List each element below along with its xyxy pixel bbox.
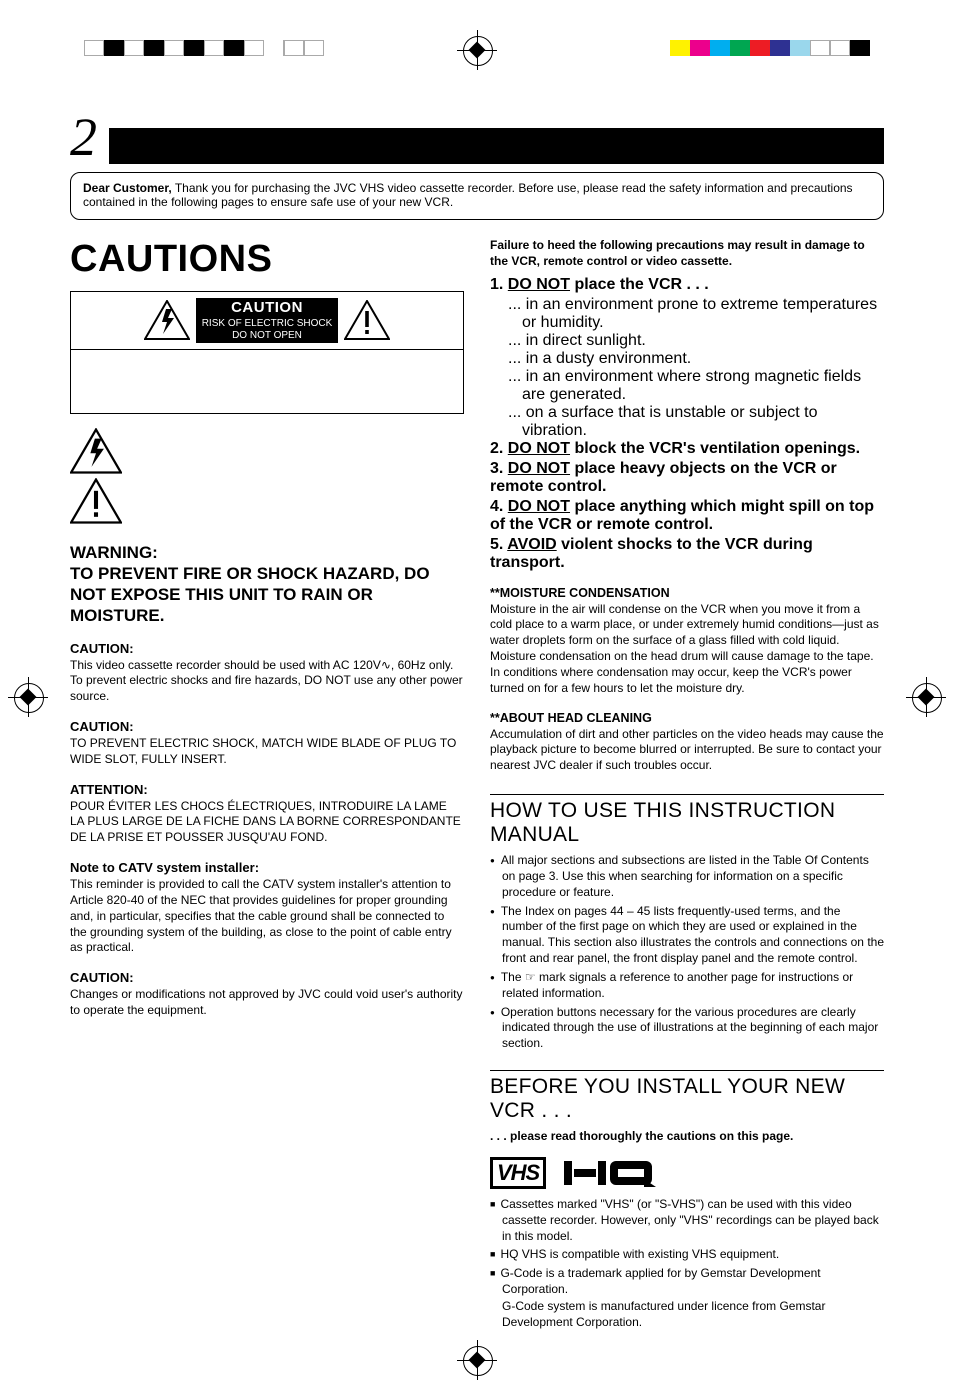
hazard-symbols [70,428,464,524]
precaution-subitem: ... in an environment where strong magne… [508,368,884,404]
precaution-sublist: ... in an environment prone to extreme t… [508,296,884,440]
registration-swatches-right [670,40,870,56]
precaution-item: 5. AVOID violent shocks to the VCR durin… [490,536,884,572]
lightning-triangle-icon [144,300,190,340]
registration-swatches-left [84,40,324,56]
header-bar [109,128,884,164]
caution-line1: RISK OF ELECTRIC SHOCK [202,318,333,329]
warning-heading: WARNING: TO PREVENT FIRE OR SHOCK HAZARD… [70,542,464,627]
before-install-heading: BEFORE YOU INSTALL YOUR NEW VCR . . . [490,1070,884,1123]
format-note: G-Code system is manufactured under lice… [490,1299,884,1331]
exclamation-triangle-icon [70,478,122,524]
caution-black-label: CAUTION RISK OF ELECTRIC SHOCK DO NOT OP… [196,298,339,343]
precaution-item: 4. DO NOT place anything which might spi… [490,498,884,534]
precaution-subitem: ... in an environment prone to extreme t… [508,296,884,332]
howto-bullet: The ☞ mark signals a reference to anothe… [490,970,884,1002]
left-column: CAUTIONS CAUTION RISK OF ELECTRIC SHOCK … [70,238,464,1334]
precaution-item: 1. DO NOT place the VCR . . . [490,276,884,294]
head-cleaning-heading: **ABOUT HEAD CLEANING [490,711,884,725]
attention-p: POUR ÉVITER LES CHOCS ÉLECTRIQUES, INTRO… [70,799,464,846]
precautions-list: 1. DO NOT place the VCR . . . ... in an e… [490,276,884,572]
head-cleaning-p: Accumulation of dirt and other particles… [490,727,884,774]
format-notes: Cassettes marked "VHS" (or "S-VHS") can … [490,1197,884,1331]
caution3-heading: CAUTION: [70,970,464,985]
caution-word: CAUTION [202,300,333,317]
moisture-heading: **MOISTURE CONDENSATION [490,586,884,600]
registration-target-icon [912,683,940,711]
precaution-item: 2. DO NOT block the VCR's ventilation op… [490,440,884,458]
caution1-p2: To prevent electric shocks and fire haza… [70,673,464,705]
registration-target-icon [463,36,491,64]
precaution-subitem: ... in a dusty environment. [508,350,884,368]
dear-customer-body: Thank you for purchasing the JVC VHS vid… [83,181,853,209]
format-note: Cassettes marked "VHS" (or "S-VHS") can … [490,1197,884,1244]
format-note: HQ VHS is compatible with existing VHS e… [490,1247,884,1263]
exclamation-triangle-icon [344,300,390,340]
howto-bullet: Operation buttons necessary for the vari… [490,1005,884,1052]
catv-p: This reminder is provided to call the CA… [70,877,464,956]
caution1-p1: This video cassette recorder should be u… [70,658,464,674]
precaution-item: 3. DO NOT place heavy objects on the VCR… [490,460,884,496]
please-read: . . . please read thoroughly the caution… [490,1129,884,1145]
page-number: 2 [70,110,97,164]
howto-heading: HOW TO USE THIS INSTRUCTION MANUAL [490,794,884,847]
caution2-p: TO PREVENT ELECTRIC SHOCK, MATCH WIDE BL… [70,736,464,768]
precaution-subitem: ... in direct sunlight. [508,332,884,350]
right-column: Failure to heed the following precaution… [490,238,884,1334]
hq-logo-icon [564,1157,656,1189]
caution2-heading: CAUTION: [70,719,464,734]
registration-target-icon [14,683,42,711]
howto-bullet: The Index on pages 44 – 45 lists frequen… [490,904,884,967]
page-header: 2 [70,110,884,164]
dear-customer-box: Dear Customer, Thank you for purchasing … [70,172,884,220]
caution-line2: DO NOT OPEN [202,330,333,341]
howto-bullets: All major sections and subsections are l… [490,853,884,1052]
howto-bullet: All major sections and subsections are l… [490,853,884,900]
catv-heading: Note to CATV system installer: [70,860,464,875]
caution1-heading: CAUTION: [70,641,464,656]
format-logos: VHS [490,1157,884,1189]
dear-customer-lead: Dear Customer, [83,181,172,195]
attention-heading: ATTENTION: [70,782,464,797]
vhs-logo: VHS [490,1157,546,1189]
lightning-triangle-icon [70,428,122,474]
format-note: G-Code is a trademark applied for by Gem… [490,1266,884,1298]
failure-heed: Failure to heed the following precaution… [490,238,884,270]
moisture-p: Moisture in the air will condense on the… [490,602,884,697]
caution-plate: CAUTION RISK OF ELECTRIC SHOCK DO NOT OP… [70,291,464,414]
cautions-title: CAUTIONS [70,238,464,281]
precaution-subitem: ... on a surface that is unstable or sub… [508,404,884,440]
page: 2 Dear Customer, Thank you for purchasin… [0,0,954,1394]
caution3-p: Changes or modifications not approved by… [70,987,464,1019]
registration-target-icon [463,1346,491,1374]
